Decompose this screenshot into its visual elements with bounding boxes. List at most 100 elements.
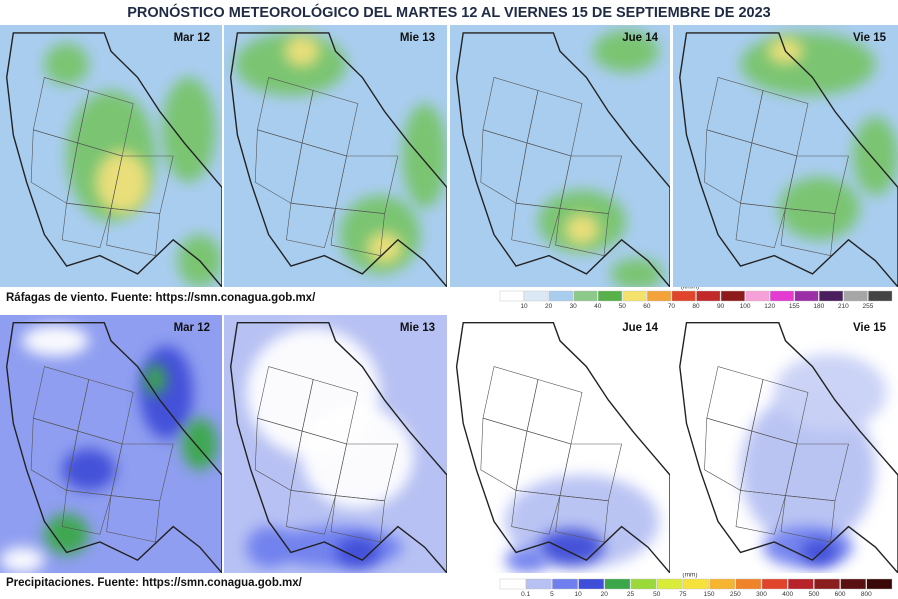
municipality-border <box>735 202 786 249</box>
legend-swatch <box>622 290 647 302</box>
map-panel: Mar 12 <box>0 315 222 573</box>
field-blob <box>22 325 89 357</box>
legend-label: 250 <box>730 591 741 598</box>
municipality-border <box>555 495 609 543</box>
municipality-border <box>780 208 836 256</box>
legend-swatch <box>524 290 549 302</box>
panel-label: Mie 13 <box>400 32 435 44</box>
wind-caption: Ráfagas de viento. Fuente: https://smn.c… <box>6 292 316 304</box>
map-panel: Mie 13 <box>224 25 447 287</box>
map-panel: Jue 14 <box>450 25 670 287</box>
legend-swatch <box>709 578 735 590</box>
field-blob <box>139 345 194 439</box>
legend-label: 400 <box>782 591 793 598</box>
legend-label: 0.1 <box>521 591 530 598</box>
state-border <box>679 32 898 287</box>
field-blob <box>593 30 659 73</box>
municipality-border <box>704 417 753 491</box>
municipality-border <box>286 490 336 535</box>
legend-label: 20 <box>545 303 553 310</box>
panel-label: Mie 13 <box>400 322 435 334</box>
field-blob <box>44 43 89 86</box>
wind-unit: (km/h) <box>681 284 699 291</box>
map-panel: Jue 14 <box>450 315 670 573</box>
legend-label: 10 <box>574 591 582 598</box>
legend-label: 50 <box>619 303 627 310</box>
panel-label: Vie 15 <box>853 322 887 334</box>
municipality-border <box>511 490 561 535</box>
municipality-border <box>254 129 303 204</box>
field-blob <box>538 529 604 566</box>
field-blob <box>801 539 838 566</box>
legend-label: 10 <box>520 303 528 310</box>
legend-swatch <box>735 578 762 590</box>
municipality-border <box>511 202 561 249</box>
municipality-border <box>780 495 836 543</box>
legend-label: 5 <box>550 591 554 598</box>
legend-swatch <box>578 578 604 590</box>
municipality-border <box>30 129 79 204</box>
municipality-border <box>61 202 112 249</box>
legend-label: 255 <box>863 303 874 310</box>
legend-label: 50 <box>653 591 661 598</box>
field-blob <box>62 449 116 491</box>
map-panel: Vie 15 <box>673 315 898 573</box>
legend-swatch <box>696 290 721 302</box>
legend-label: 150 <box>704 591 715 598</box>
legend-swatch <box>840 578 866 590</box>
field-blob <box>246 526 291 568</box>
field-blob <box>0 547 45 573</box>
legend-label: 600 <box>835 591 846 598</box>
field-blob <box>778 176 860 240</box>
municipality-border <box>30 417 79 491</box>
legend-swatch <box>794 290 819 302</box>
field-blob <box>182 418 218 470</box>
legend-swatch <box>843 290 868 302</box>
legend-label: 300 <box>756 591 767 598</box>
legend-label: 120 <box>764 303 775 310</box>
municipality-border <box>330 495 385 543</box>
legend-swatch <box>788 578 814 590</box>
legend-swatch <box>526 578 552 590</box>
legend-swatch <box>683 578 709 590</box>
legend-label: 800 <box>861 591 872 598</box>
legend-label: 40 <box>594 303 602 310</box>
panel-label: Jue 14 <box>622 32 658 44</box>
field-blob <box>95 150 149 214</box>
legend-swatch <box>604 578 631 590</box>
panel-label: Jue 14 <box>622 322 658 334</box>
legend-swatch <box>819 290 844 302</box>
title: PRONÓSTICO METEOROLÓGICO DEL MARTES 12 A… <box>127 3 771 21</box>
state-border <box>229 32 447 287</box>
municipality-border <box>106 208 161 256</box>
field-blob <box>162 77 216 183</box>
legend-label: 500 <box>808 591 819 598</box>
municipality-border <box>704 129 753 204</box>
field-blob <box>284 35 320 67</box>
legend-label: 100 <box>740 303 751 310</box>
legend-label: 70 <box>668 303 676 310</box>
municipality-border <box>480 129 528 204</box>
map-panel: Vie 15 <box>673 25 898 287</box>
legend-swatch <box>573 290 598 302</box>
legend-swatch <box>671 290 696 302</box>
state-border <box>5 322 222 573</box>
municipality-border <box>555 208 609 256</box>
legend-swatch <box>552 578 578 590</box>
legend-label: 80 <box>692 303 700 310</box>
map-panel: Mar 12 <box>0 25 222 287</box>
legend-swatch <box>499 290 524 302</box>
field-blob <box>505 547 549 573</box>
legend-swatch <box>499 578 526 590</box>
municipality-border <box>480 417 528 491</box>
panel-label: Mar 12 <box>174 322 210 334</box>
legend-label: 180 <box>813 303 824 310</box>
field-blob <box>610 258 664 287</box>
field-blob <box>335 536 381 568</box>
field-blob <box>144 364 167 395</box>
legend-label: 75 <box>679 591 687 598</box>
legend-swatch <box>598 290 623 302</box>
legend-swatch <box>761 578 788 590</box>
municipality-border <box>254 417 303 491</box>
